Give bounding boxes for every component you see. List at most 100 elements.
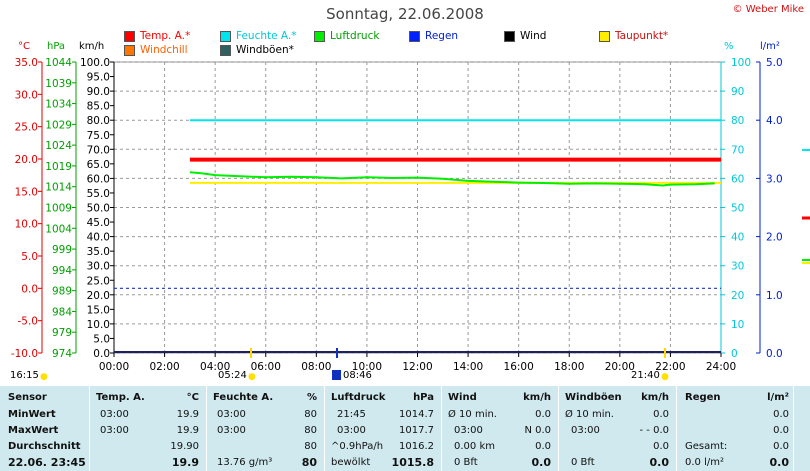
moon-icon bbox=[332, 370, 341, 380]
wind-current-value: 0.0 bbox=[531, 456, 552, 469]
humidity-avg-value: 80 bbox=[304, 441, 317, 452]
temp-unit-label: °C bbox=[18, 41, 30, 52]
pressure-tick-label: 989 bbox=[52, 286, 72, 298]
rain-value2: 0.0 bbox=[773, 425, 789, 436]
pressure-tick-label: 1019 bbox=[45, 161, 72, 173]
temp-tick-label: 15.0 bbox=[15, 186, 38, 198]
x-tick-label: 20:00 bbox=[605, 361, 635, 373]
pressure-max-value: 1017.7 bbox=[399, 425, 434, 436]
wind-tick-label: 45.0 bbox=[87, 217, 110, 229]
legend-label: Windböen* bbox=[236, 44, 294, 56]
pressure-column: Luftdruck hPa 21:45 1014.7 03:00 1017.7 … bbox=[324, 386, 441, 471]
wind-header: Wind bbox=[448, 392, 477, 403]
rain-tick-label: 5.0 bbox=[766, 57, 783, 69]
wind-column: Wind km/h Ø 10 min. 0.0 03:00 N 0.0 0.00… bbox=[441, 386, 558, 471]
wind-tick-label: 85.0 bbox=[87, 101, 110, 113]
gust-avg-label: Ø 10 min. bbox=[565, 409, 614, 420]
legend-swatch bbox=[314, 30, 325, 42]
panel-edge bbox=[793, 386, 810, 471]
x-tick-label: 08:00 bbox=[301, 361, 331, 373]
pressure-min-value: 1014.7 bbox=[399, 409, 434, 420]
maxwert-label: MaxWert bbox=[8, 425, 59, 436]
rain-header: Regen bbox=[685, 392, 721, 403]
temp-min-time: 03:00 bbox=[100, 409, 129, 420]
gust-dir-time: 03:00 bbox=[571, 425, 600, 436]
pressure-condition: bewölkt bbox=[331, 457, 371, 468]
wind-tick-label: 50.0 bbox=[87, 203, 110, 215]
gust-dir-value: - - 0.0 bbox=[639, 425, 669, 436]
legend-swatch bbox=[504, 30, 515, 42]
wind-tick-label: 35.0 bbox=[87, 246, 110, 258]
wind-tick-label: 90.0 bbox=[87, 86, 110, 98]
humidity-tick-label: 30 bbox=[731, 261, 744, 273]
wind-tick-label: 20.0 bbox=[87, 290, 110, 302]
weather-chart: 35.0 30.0 25.0 20.0 15.0 10.0 5.0 0.0 -5.0 -10.0 1… bbox=[11, 57, 810, 373]
sensor-column: Sensor MinWert MaxWert Durchschnitt 22.0… bbox=[0, 386, 89, 471]
temp-tick-label: 35.0 bbox=[15, 57, 38, 69]
x-tick-label: 10:00 bbox=[352, 361, 382, 373]
x-tick-label: 12:00 bbox=[402, 361, 432, 373]
legend-label: Regen bbox=[425, 30, 459, 42]
legend-label: Wind bbox=[520, 30, 547, 42]
humidity-tick-label: 10 bbox=[731, 319, 744, 331]
pressure-tick-label: 1009 bbox=[45, 203, 72, 215]
wind-km-label: 0.00 km bbox=[454, 441, 495, 452]
wind-tick-label: 15.0 bbox=[87, 304, 110, 316]
wind-avg-value: 0.0 bbox=[535, 409, 551, 420]
humidity-tick-label: 100 bbox=[731, 57, 751, 69]
rain-column: Regen l/m² 0.0 0.0 Gesamt: 0.0 0.0 l/m² … bbox=[676, 386, 793, 471]
moon-time-label: 08:46 bbox=[343, 370, 372, 381]
legend-label: Temp. A.* bbox=[140, 30, 191, 42]
pressure-tick-label: 999 bbox=[52, 244, 72, 256]
legend-item: Taupunkt* bbox=[599, 30, 668, 42]
legend-swatch bbox=[599, 30, 610, 42]
wind-header-unit: km/h bbox=[523, 392, 551, 403]
humidity-header-unit: % bbox=[306, 392, 317, 403]
legend-swatch bbox=[220, 30, 231, 42]
gust-value3: 0.0 bbox=[653, 441, 669, 452]
copyright-label: © Weber Mike bbox=[732, 4, 804, 15]
pressure-tick-label: 994 bbox=[52, 265, 72, 277]
pressure-tick-label: 1024 bbox=[45, 140, 72, 152]
humidity-tick-label: 50 bbox=[731, 203, 744, 215]
humidity-tick-label: 80 bbox=[731, 115, 744, 127]
legend-item: Feuchte A.* bbox=[220, 30, 297, 42]
humidity-min-time: 03:00 bbox=[217, 409, 246, 420]
stats-panel: Sensor MinWert MaxWert Durchschnitt 22.0… bbox=[0, 386, 810, 471]
x-tick-label: 00:00 bbox=[99, 361, 129, 373]
humidity-tick-label: 0 bbox=[731, 348, 738, 360]
gust-column: Windböen km/h Ø 10 min. 0.0 03:00 - - 0.… bbox=[558, 386, 676, 471]
sunset-icon: ● bbox=[661, 372, 669, 382]
pressure-unit-label: hPa bbox=[47, 41, 66, 52]
rain-now-label: 0.0 l/m² bbox=[685, 457, 724, 468]
pressure-tick-label: 984 bbox=[52, 306, 72, 318]
pressure-header-unit: hPa bbox=[413, 392, 434, 403]
humidity-tick-label: 90 bbox=[731, 86, 744, 98]
temp-max-value: 19.9 bbox=[176, 425, 199, 436]
page-title: Sonntag, 22.06.2008 bbox=[326, 5, 484, 23]
wind-tick-label: 100.0 bbox=[80, 57, 110, 69]
x-tick-label: 04:00 bbox=[200, 361, 230, 373]
wind-tick-label: 70.0 bbox=[87, 144, 110, 156]
humidity-min-value: 80 bbox=[304, 409, 317, 420]
pressure-avg-value: 1016.2 bbox=[399, 441, 434, 452]
rain-value1: 0.0 bbox=[773, 409, 789, 420]
sunset-time-label: 21:40 bbox=[631, 370, 660, 381]
temp-header: Temp. A. bbox=[96, 392, 145, 403]
legend-item: Temp. A.* bbox=[124, 30, 190, 42]
wind-tick-label: 95.0 bbox=[87, 72, 110, 84]
legend-label: Windchill bbox=[140, 44, 188, 56]
legend-swatch bbox=[124, 30, 135, 42]
legend-label: Taupunkt* bbox=[615, 30, 669, 42]
humidity-column: Feuchte A. % 03:00 80 03:00 80 80 13.76 … bbox=[206, 386, 324, 471]
temp-tick-label: 30.0 bbox=[15, 89, 38, 101]
x-tick-label: 14:00 bbox=[453, 361, 483, 373]
rain-unit-label: l/m² bbox=[760, 41, 780, 52]
wind-km-value: 0.0 bbox=[535, 441, 551, 452]
x-tick-label: 02:00 bbox=[149, 361, 179, 373]
sun-icon: ● bbox=[40, 372, 48, 382]
wind-tick-label: 40.0 bbox=[87, 232, 110, 244]
wind-tick-label: 25.0 bbox=[87, 275, 110, 287]
legend-label: Luftdruck bbox=[330, 30, 380, 42]
x-tick-label: 18:00 bbox=[554, 361, 584, 373]
